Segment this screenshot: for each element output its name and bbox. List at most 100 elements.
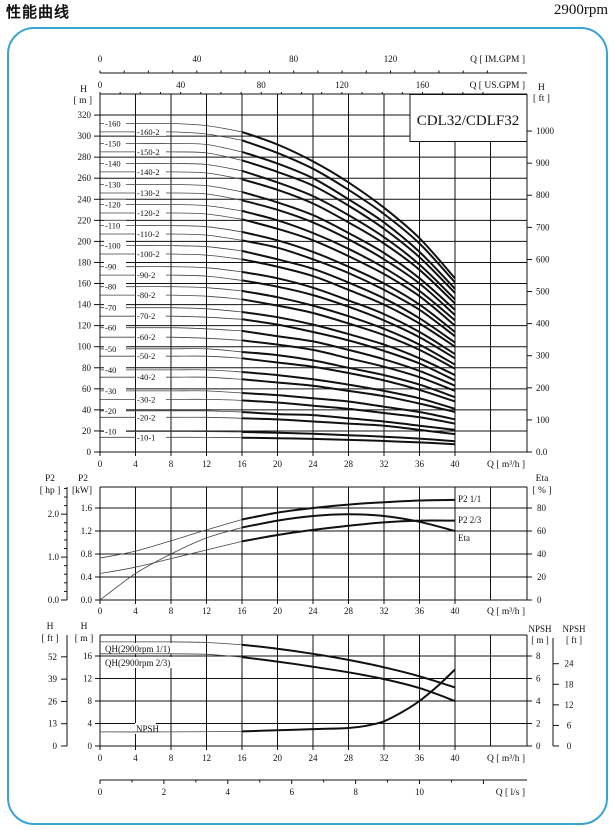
y-tick-label: 220 — [78, 215, 92, 225]
head-curve — [241, 258, 456, 348]
curve-p2-thin — [99, 519, 243, 559]
head-curve — [241, 339, 456, 392]
y-right-tick-label: 800 — [536, 190, 550, 200]
head-curve — [241, 169, 456, 301]
x-tick-label: 16 — [238, 459, 248, 469]
us-gpm-tick-label: 0 — [98, 80, 103, 90]
series-label: -70 — [105, 303, 116, 313]
head-curve — [241, 279, 456, 360]
hp-tick-label: 0.0 — [48, 595, 60, 605]
series-label-bg — [104, 343, 126, 353]
y-tick-label: 0.0 — [81, 595, 93, 605]
head-curve — [241, 209, 456, 322]
series-label: QH(2900rpm 1/1) — [105, 644, 170, 654]
eta-axis-unit: [ % ] — [533, 486, 552, 496]
series-label: -80 — [105, 282, 116, 292]
head-curve — [241, 249, 456, 344]
y-tick-label: 240 — [78, 194, 92, 204]
head-curve — [241, 378, 456, 413]
x-tick-label: 20 — [273, 753, 283, 763]
head-curve — [241, 199, 456, 316]
im-gpm-tick-label: 120 — [384, 54, 398, 64]
x-tick-label: 16 — [238, 606, 248, 616]
y-tick-label: 0.4 — [81, 572, 93, 582]
curve-eta — [241, 513, 456, 532]
head-curve-thin — [100, 398, 243, 401]
x-tick-label: 36 — [415, 753, 425, 763]
x-tick-label: 32 — [380, 459, 389, 469]
head-curve — [241, 392, 456, 421]
npsh-m-tick-label: 8 — [536, 651, 541, 661]
series-label: P2 1/1 — [458, 494, 481, 504]
series-label: -130-2 — [137, 188, 160, 198]
x-tick-label: 16 — [238, 753, 248, 763]
x-axis-label: Q [ m³/h ] — [487, 607, 525, 617]
head-curve — [241, 399, 456, 425]
y-tick-label: 0 — [88, 741, 93, 751]
h-ft-tick-label: 26 — [48, 696, 58, 706]
series-label: -40 — [105, 365, 116, 375]
series-label-bg — [104, 179, 126, 189]
y-tick-label: 60 — [82, 384, 92, 394]
x-axis-label: Q [ m³/h ] — [487, 754, 525, 764]
curve-qh-thin — [99, 641, 243, 646]
head-curve-thin — [100, 192, 243, 201]
head-curve — [241, 411, 456, 431]
y-right-tick-label: 900 — [536, 158, 550, 168]
x-tick-label: 24 — [309, 606, 319, 616]
y-tick-label: 180 — [78, 257, 92, 267]
series-label-bg — [136, 372, 166, 382]
x-tick-label: 0 — [98, 459, 103, 469]
im-gpm-tick-label: 80 — [289, 54, 299, 64]
npsh-m-tick-label: 2 — [536, 719, 541, 729]
y-right-axis-unit: [ ft ] — [533, 93, 550, 104]
y-right-tick-label: 500 — [536, 287, 550, 297]
head-chart: -160 -160-2 -150 -150-2 -140 -140-2 -130 -130-2… — [74, 54, 555, 470]
series-label: -150-2 — [137, 147, 160, 157]
series-label: -140 — [105, 158, 121, 168]
npsh-ft-tick-label: 12 — [565, 700, 574, 710]
y-right-tick-label: 0.0 — [536, 447, 548, 457]
model-box — [409, 94, 528, 142]
x-tick-label: 40 — [451, 753, 461, 763]
series-label: -160 — [105, 118, 121, 128]
head-curve-thin — [99, 171, 243, 180]
y-tick-label: 160 — [78, 279, 92, 289]
x-tick-label: 4 — [133, 459, 138, 469]
head-curve — [241, 357, 456, 403]
x-tick-label: 20 — [273, 459, 283, 469]
y-tick-label: 12 — [83, 674, 92, 684]
y-axis-label: H — [80, 85, 87, 95]
head-curve-thin — [99, 294, 243, 300]
series-label-bg — [136, 187, 166, 197]
hp-tick-label: 2.0 — [48, 509, 60, 519]
x-axis-label: Q [ m³/h ] — [487, 460, 525, 470]
head-curve-thin — [99, 416, 243, 419]
ls-tick-label: 8 — [353, 787, 358, 797]
y-right-axis-label: H — [538, 83, 545, 93]
series-label: -120-2 — [137, 208, 160, 218]
series-label-bg — [104, 385, 126, 395]
y-right-tick-label: 100 — [536, 415, 550, 425]
series-label-bg — [136, 126, 166, 136]
us-gpm-tick-label: 160 — [416, 80, 430, 90]
head-curve-thin — [99, 131, 243, 141]
y-tick-label: 140 — [78, 300, 92, 310]
eta-tick-label: 60 — [537, 526, 547, 536]
series-label: -50-2 — [137, 351, 155, 361]
head-curve — [241, 218, 456, 327]
series-label-bg — [135, 723, 156, 734]
im-gpm-tick-label: 40 — [192, 54, 202, 64]
x-tick-label: 40 — [451, 606, 461, 616]
series-label-bg — [104, 281, 126, 291]
y-tick-label: 120 — [78, 321, 92, 331]
us-gpm-tick-label: 80 — [257, 80, 267, 90]
y-right-tick-label: 200 — [536, 383, 550, 393]
head-curve — [241, 159, 456, 294]
y-tick-label: 20 — [82, 426, 92, 436]
x-tick-label: 32 — [380, 753, 389, 763]
head-curve — [241, 436, 456, 446]
series-label: -30-2 — [137, 394, 155, 404]
us-gpm-tick-label: 120 — [335, 80, 349, 90]
y-tick-label: 4 — [88, 719, 93, 729]
